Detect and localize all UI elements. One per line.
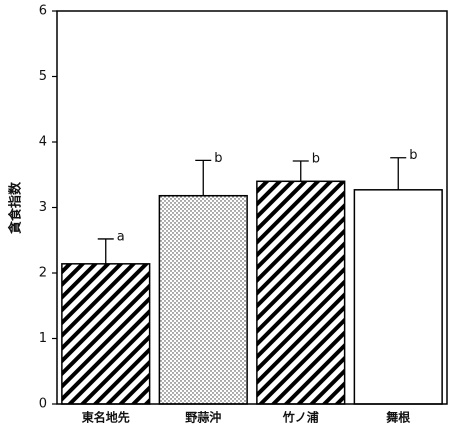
bar	[61, 263, 151, 405]
significance-label: b	[214, 151, 222, 166]
bar	[353, 189, 443, 405]
y-tick-label: 5	[39, 69, 47, 84]
x-tick-label: 野蒜沖	[185, 410, 221, 425]
y-tick-label: 6	[39, 4, 47, 19]
y-axis-label: 貪食指数	[8, 181, 24, 235]
significance-label: b	[312, 151, 320, 166]
y-tick-label: 1	[39, 331, 47, 346]
significance-label: b	[409, 148, 417, 163]
plot-frame	[56, 10, 448, 405]
significance-label: a	[117, 229, 125, 244]
y-tick-label: 2	[39, 266, 47, 281]
bar	[256, 180, 346, 405]
y-tick-label: 0	[39, 397, 47, 412]
y-tick-label: 3	[39, 200, 47, 215]
x-tick-label: 竹ノ浦	[282, 410, 319, 425]
y-tick-label: 4	[39, 135, 47, 150]
x-tick-label: 東名地先	[82, 410, 130, 425]
x-tick-label: 舞根	[385, 410, 410, 425]
bar	[158, 194, 248, 405]
